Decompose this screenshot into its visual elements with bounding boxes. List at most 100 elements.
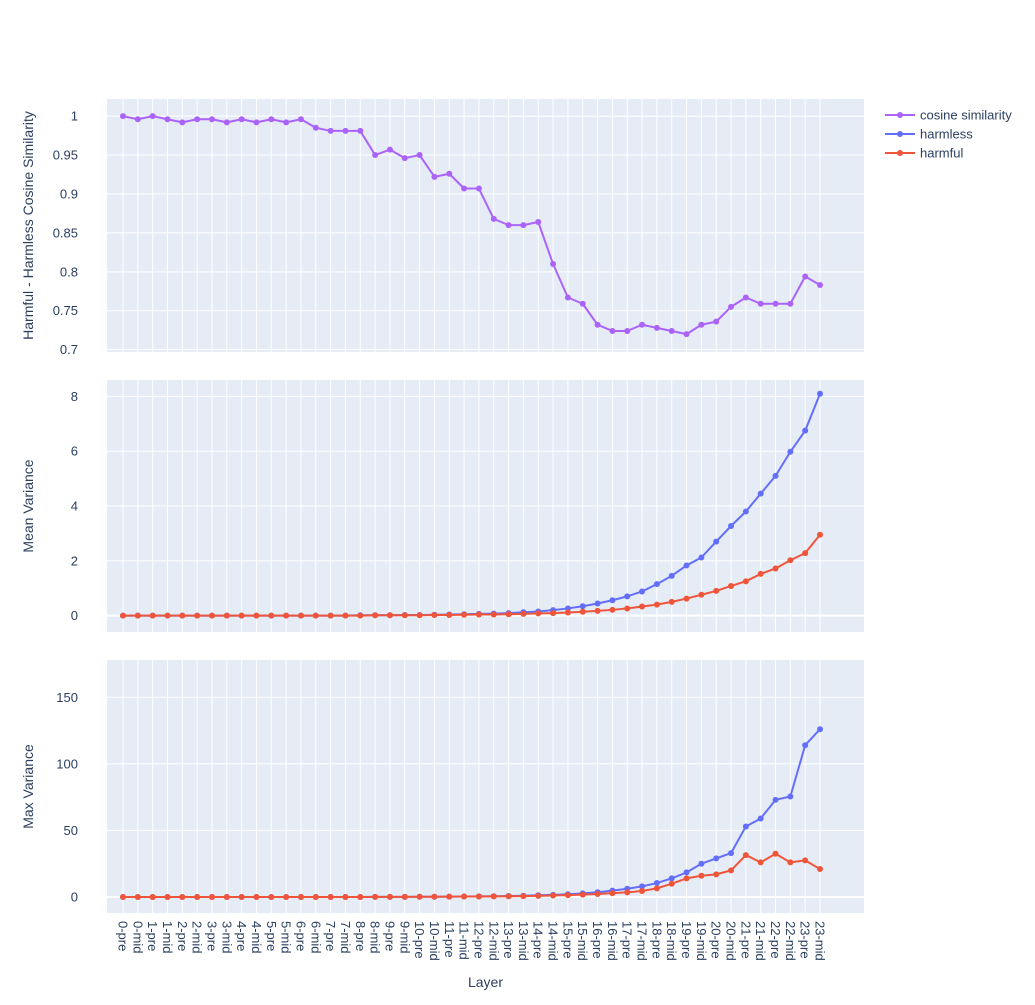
legend-label: cosine similarity: [920, 108, 1012, 123]
data-point: [668, 875, 675, 882]
data-point: [579, 603, 586, 610]
data-point: [742, 578, 749, 585]
data-point: [520, 610, 527, 617]
data-point: [134, 894, 141, 901]
data-point: [594, 600, 601, 607]
x-tick-label: 22-pre: [768, 921, 783, 959]
x-tick-label: 12-mid: [486, 921, 501, 961]
data-point: [653, 880, 660, 887]
data-point: [490, 611, 497, 618]
plot-background: [107, 660, 864, 913]
data-point: [683, 562, 690, 569]
data-point: [164, 116, 171, 123]
data-point: [624, 327, 631, 334]
data-point: [238, 116, 245, 123]
data-point: [802, 857, 809, 864]
y-tick-label: 0: [71, 890, 78, 905]
y-tick-label: 6: [71, 444, 78, 459]
x-tick-label: 9-mid: [397, 921, 412, 954]
data-point: [120, 894, 126, 901]
data-point: [520, 893, 527, 900]
data-point: [668, 327, 675, 334]
data-point: [817, 726, 824, 733]
data-point: [416, 152, 423, 159]
data-point: [223, 119, 230, 126]
x-tick-label: 16-pre: [590, 921, 605, 959]
data-point: [698, 321, 705, 328]
data-point: [550, 610, 557, 617]
data-point: [728, 867, 735, 874]
data-point: [253, 119, 260, 126]
data-point: [149, 612, 156, 619]
data-point: [342, 894, 349, 901]
data-point: [238, 894, 245, 901]
x-tick-label: 0-pre: [116, 921, 131, 951]
x-tick-label: 21-pre: [738, 921, 753, 959]
x-tick-label: 18-mid: [664, 921, 679, 961]
data-point: [535, 892, 542, 899]
data-point: [609, 606, 616, 613]
data-point: [461, 611, 468, 618]
data-point: [475, 611, 482, 618]
data-point: [194, 612, 201, 619]
data-point: [668, 572, 675, 579]
y-tick-label: 0.8: [60, 264, 78, 279]
data-point: [505, 222, 512, 229]
data-point: [446, 893, 453, 900]
data-point: [787, 859, 794, 866]
data-point: [490, 215, 497, 222]
data-point: [342, 612, 349, 619]
data-point: [238, 612, 245, 619]
data-point: [802, 550, 809, 557]
data-point: [639, 321, 646, 328]
y-tick-label: 0.85: [53, 225, 78, 240]
data-point: [579, 300, 586, 307]
data-point: [668, 598, 675, 605]
legend-marker: [897, 150, 903, 156]
data-point: [268, 894, 275, 901]
x-tick-label: 10-mid: [427, 921, 442, 961]
x-tick-label: 16-mid: [605, 921, 620, 961]
data-point: [683, 869, 690, 876]
y-tick-label: 8: [71, 389, 78, 404]
data-point: [639, 883, 646, 890]
data-point: [357, 127, 364, 134]
data-point: [817, 531, 824, 538]
legend-item-harmless: harmless: [885, 127, 973, 142]
data-point: [817, 390, 824, 397]
data-point: [283, 894, 290, 901]
data-point: [149, 894, 156, 901]
y-axis-label: Harmful - Harmless Cosine Similarity: [20, 111, 36, 340]
data-point: [757, 815, 764, 822]
y-tick-label: 1: [71, 109, 78, 124]
data-point: [624, 889, 631, 896]
data-point: [386, 146, 393, 153]
data-point: [683, 595, 690, 602]
x-tick-label: 19-mid: [694, 921, 709, 961]
data-point: [817, 866, 824, 873]
data-point: [297, 894, 304, 901]
data-point: [609, 597, 616, 604]
y-axis-label: Mean Variance: [20, 459, 36, 552]
data-point: [817, 282, 824, 289]
x-tick-label: 13-pre: [501, 921, 516, 959]
subplot-1: 0.7 0.75 0.8 0.85 0.9 0.95 1 Harmful - Harmless…: [20, 99, 864, 357]
data-point: [372, 152, 379, 159]
data-point: [372, 612, 379, 619]
x-tick-label: 14-pre: [531, 921, 546, 959]
data-point: [787, 448, 794, 455]
data-point: [179, 894, 186, 901]
data-point: [446, 170, 453, 177]
data-point: [194, 116, 201, 123]
data-point: [327, 612, 334, 619]
data-point: [639, 888, 646, 895]
y-tick-label: 150: [56, 690, 78, 705]
data-point: [787, 557, 794, 564]
legend-item-cosine-similarity: cosine similarity: [885, 108, 1012, 123]
x-tick-label: 2-mid: [190, 921, 205, 954]
data-point: [564, 892, 571, 899]
x-tick-label: 8-pre: [353, 921, 368, 951]
data-point: [327, 894, 334, 901]
data-point: [268, 116, 275, 123]
